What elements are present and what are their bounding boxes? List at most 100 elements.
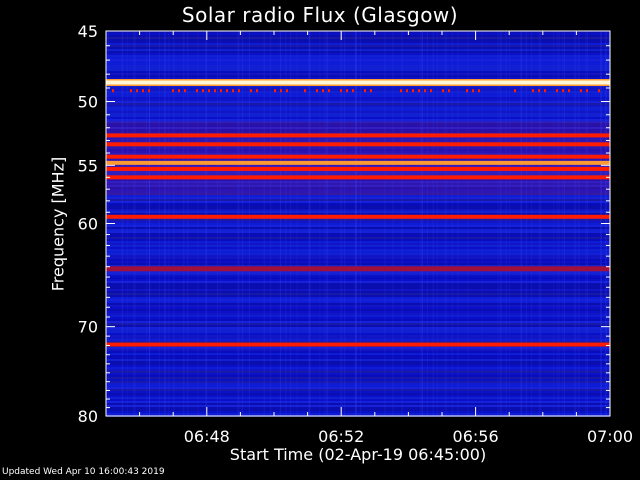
spectral-channel — [106, 383, 610, 385]
band-segment — [406, 89, 408, 93]
time-streak — [290, 31, 292, 416]
spectral-channel — [106, 259, 610, 261]
spectral-channel — [106, 181, 610, 183]
time-streak — [481, 31, 483, 416]
spectral-channel — [106, 101, 610, 103]
spectral-channel — [106, 205, 610, 207]
spectral-channel — [106, 365, 610, 367]
time-streak — [497, 31, 499, 416]
time-streak — [451, 31, 453, 416]
spectral-channel — [106, 223, 610, 225]
spectral-channel — [106, 357, 610, 359]
spectral-channel — [106, 75, 610, 77]
spectral-channel — [106, 77, 610, 79]
spectral-channel — [106, 219, 610, 221]
band-segment — [250, 89, 252, 93]
spectral-channel — [106, 125, 610, 127]
spectral-channel — [106, 371, 610, 373]
spectral-channel — [106, 189, 610, 191]
spectral-channel — [106, 351, 610, 353]
spectral-channel — [106, 203, 610, 205]
spectral-channel — [106, 221, 610, 223]
time-streak — [525, 31, 527, 416]
spectral-channel — [106, 315, 610, 317]
spectral-channel — [106, 255, 610, 257]
spectral-channel — [106, 301, 610, 303]
spectral-channel — [106, 115, 610, 117]
spectral-channel — [106, 333, 610, 335]
spectral-channel — [106, 275, 610, 277]
time-streak — [341, 31, 343, 416]
spectral-channel — [106, 279, 610, 281]
spectral-channel — [106, 257, 610, 259]
emission-band — [106, 175, 610, 180]
y-tick-label: 50 — [78, 93, 98, 112]
spectral-channel — [106, 63, 610, 65]
spectral-channel — [106, 207, 610, 209]
spectral-channel — [106, 411, 610, 413]
spectral-channel — [106, 335, 610, 337]
spectral-channel — [106, 93, 610, 95]
time-streak — [121, 31, 123, 416]
time-streak — [540, 31, 542, 416]
band-segment — [556, 89, 558, 93]
time-streak — [158, 31, 160, 416]
band-segment — [226, 89, 228, 93]
time-streak — [575, 31, 577, 416]
spectral-channel — [106, 241, 610, 243]
spectral-channel — [106, 107, 610, 109]
band-segment — [202, 89, 204, 93]
time-streak — [309, 31, 311, 416]
band-glow — [106, 84, 610, 86]
time-streak — [505, 31, 507, 416]
time-streak — [148, 31, 150, 416]
time-streak — [557, 31, 559, 416]
spectral-channel — [106, 201, 610, 203]
spectral-channel — [106, 369, 610, 371]
band-segment — [280, 89, 282, 93]
band-segment — [364, 89, 366, 93]
time-streak — [241, 31, 243, 416]
spectral-channel — [106, 233, 610, 235]
spectral-channel — [106, 283, 610, 285]
time-streak — [165, 31, 167, 416]
spectral-channel — [106, 67, 610, 69]
spectral-channel — [106, 193, 610, 195]
spectral-channel — [106, 213, 610, 215]
spectral-channel — [106, 277, 610, 279]
time-streak — [520, 31, 522, 416]
band-segment — [532, 89, 534, 93]
time-streak — [237, 31, 239, 416]
time-streak — [436, 31, 438, 416]
emission-band — [106, 142, 610, 147]
x-tick-label: 06:48 — [184, 427, 230, 446]
time-streak — [384, 31, 386, 416]
spectral-channel — [106, 73, 610, 75]
spectral-channel — [106, 139, 610, 141]
time-streak — [296, 31, 298, 416]
spectral-channel — [106, 251, 610, 253]
time-streak — [354, 31, 356, 416]
x-tick-label: 07:00 — [587, 427, 633, 446]
spectral-channel — [106, 197, 610, 199]
spectral-channel — [106, 111, 610, 113]
band-segment — [256, 89, 258, 93]
spectral-channel — [106, 187, 610, 189]
spectral-channel — [106, 113, 610, 115]
spectral-channel — [106, 71, 610, 73]
spectral-channel — [106, 405, 610, 407]
band-segment — [172, 89, 174, 93]
emission-band — [106, 166, 610, 171]
spectral-channel — [106, 45, 610, 47]
spectral-channel — [106, 147, 610, 149]
update-timestamp: Updated Wed Apr 10 16:00:43 2019 — [2, 467, 165, 477]
band-segment — [286, 89, 288, 93]
spectral-channel — [106, 235, 610, 237]
spectral-channel — [106, 49, 610, 51]
band-segment — [328, 89, 330, 93]
spectral-channel — [106, 211, 610, 213]
emission-band — [106, 266, 610, 272]
time-streak — [355, 31, 357, 416]
time-streak — [600, 31, 602, 416]
